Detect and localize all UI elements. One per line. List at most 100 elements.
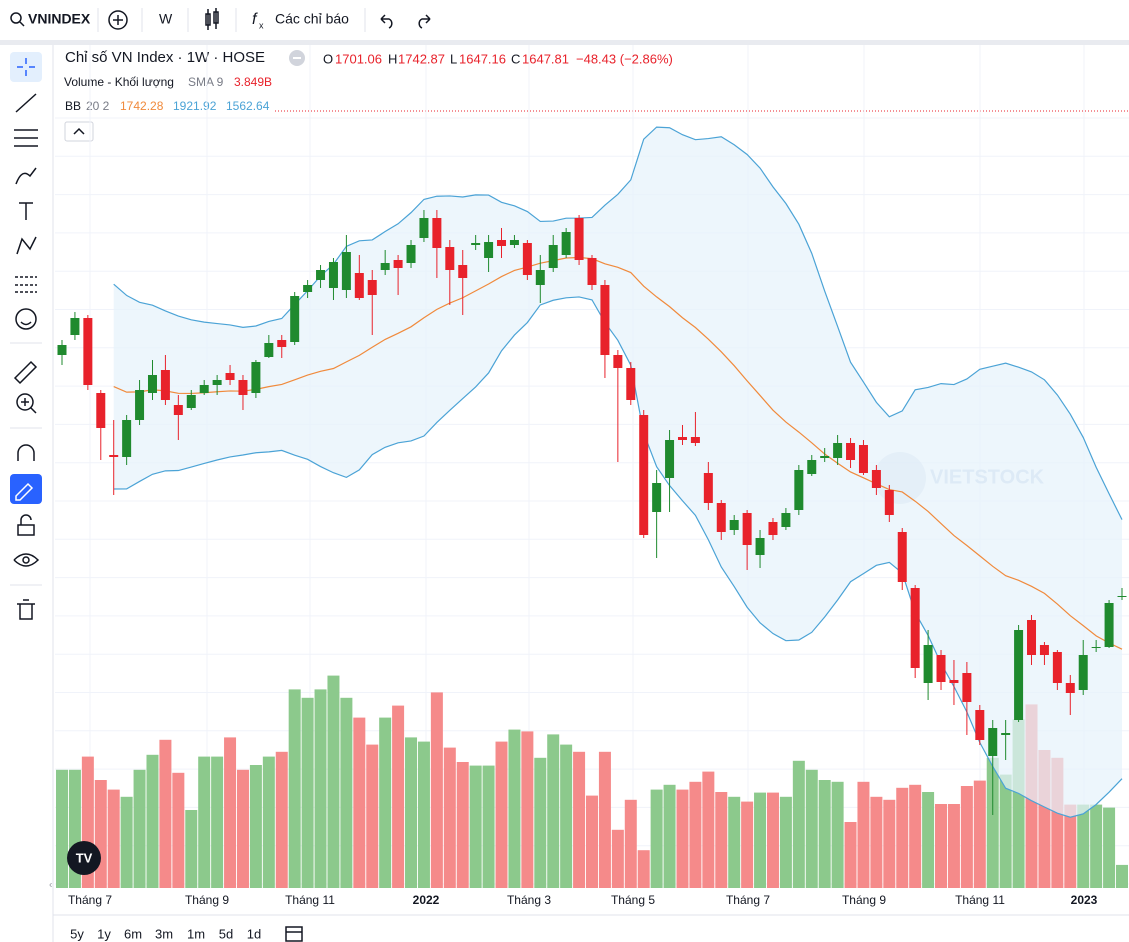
emoji-tool[interactable] <box>15 308 37 330</box>
candle-body <box>639 415 649 535</box>
volume-bar <box>999 774 1012 888</box>
trendline-tool[interactable] <box>15 93 37 113</box>
fx-icon[interactable]: f <box>252 11 258 28</box>
time-label: Tháng 7 <box>68 893 112 907</box>
candle-body <box>1091 647 1101 648</box>
volume-bar <box>301 697 314 888</box>
period-button[interactable]: 5y <box>70 926 84 941</box>
period-button[interactable]: 3m <box>155 926 173 941</box>
period-button[interactable]: 6m <box>124 926 142 941</box>
panel-toggle[interactable]: ‹ <box>49 880 52 891</box>
volume-bar <box>94 780 107 888</box>
tv-logo <box>67 841 101 875</box>
pattern-tool[interactable] <box>16 236 37 255</box>
volume-bar <box>120 796 133 888</box>
candle-body <box>70 318 80 335</box>
volume-bar <box>560 744 573 888</box>
volume-bar <box>379 717 392 888</box>
candle-body <box>225 373 235 380</box>
volume-bar <box>534 757 547 888</box>
volume-bar <box>973 780 986 888</box>
volume-bar <box>741 801 754 888</box>
period-button[interactable]: 1m <box>187 926 205 941</box>
candle-body <box>962 673 972 702</box>
candle-body <box>897 532 907 582</box>
visibility-tool[interactable] <box>13 553 40 567</box>
candle-body <box>316 270 326 280</box>
zoom-tool[interactable] <box>16 393 37 414</box>
candle-body <box>367 280 377 295</box>
time-label: Tháng 11 <box>285 893 335 907</box>
time-label: Tháng 9 <box>842 893 886 907</box>
volume-bar <box>663 784 676 888</box>
candle-body <box>1065 683 1075 693</box>
ohlc-label: O <box>323 51 333 66</box>
prediction-tool[interactable] <box>15 276 37 293</box>
volume-bar <box>133 769 146 888</box>
candle-body <box>328 262 338 288</box>
draw-mode-button[interactable] <box>10 474 42 504</box>
symbol[interactable]: VNINDEX <box>28 11 91 27</box>
volume-bar <box>702 771 715 888</box>
bollinger-upper <box>113 126 1123 520</box>
volume-bar <box>715 792 728 888</box>
candle-body <box>703 473 713 503</box>
candle-body <box>755 538 765 555</box>
time-label: 2022 <box>413 893 440 907</box>
period-button[interactable]: 5d <box>219 926 233 941</box>
delete-tool[interactable] <box>17 599 35 620</box>
volume-params: SMA 9 <box>188 75 224 89</box>
candle-body <box>768 522 778 535</box>
date-range-button[interactable] <box>285 926 303 942</box>
brush-tool[interactable] <box>15 167 37 185</box>
candle-body <box>406 245 416 263</box>
crosshair-tool[interactable] <box>17 58 35 76</box>
period-bar: 5y 1y 6m 3m 1m 5d 1d <box>70 926 261 941</box>
candle-body <box>122 420 132 457</box>
volume-bar <box>689 781 702 888</box>
volume-value: 3.849B <box>234 75 272 89</box>
volume-bar <box>430 692 443 888</box>
collapse-legend-button[interactable] <box>64 121 94 142</box>
candle-body <box>458 265 468 278</box>
volume-bar <box>249 765 262 888</box>
volume-bar <box>728 796 741 888</box>
lock-tool[interactable] <box>17 514 35 536</box>
candle-body <box>445 247 455 270</box>
candle-body <box>509 240 519 245</box>
indicators-button[interactable]: Các chỉ báo <box>275 11 349 27</box>
interval[interactable]: W <box>159 11 173 27</box>
fib-tool[interactable] <box>14 129 38 147</box>
text-tool[interactable] <box>19 202 33 220</box>
candle-body <box>587 258 597 285</box>
compare-button[interactable] <box>108 10 128 30</box>
symbol-search[interactable]: VNINDEX <box>10 11 91 27</box>
candle-body <box>781 513 791 527</box>
candle-body <box>57 345 67 355</box>
candle-body <box>871 470 881 488</box>
volume-bar <box>327 675 340 888</box>
volume-bar <box>1077 804 1090 888</box>
candle-body <box>910 588 920 668</box>
bb-lower-value: 1562.64 <box>226 99 270 113</box>
volume-bar <box>211 756 224 888</box>
volume-bar <box>288 689 301 888</box>
period-button[interactable]: 1d <box>247 926 261 941</box>
ruler-tool[interactable] <box>13 360 38 385</box>
volume-bar <box>1090 804 1103 888</box>
ohlc-value: 1647.16 <box>459 51 506 66</box>
undo-button[interactable] <box>380 14 393 29</box>
chart-type-button[interactable] <box>205 8 219 30</box>
candle-body <box>484 242 494 258</box>
candle-body <box>716 503 726 532</box>
candle-body <box>548 245 558 268</box>
period-button[interactable]: 1y <box>97 926 111 941</box>
volume-bar <box>792 760 805 888</box>
draw-mode-icon <box>15 482 34 501</box>
volume-bar <box>456 762 469 888</box>
ohlc-label: L <box>450 51 457 66</box>
magnet-tool[interactable] <box>17 444 35 461</box>
redo-button[interactable] <box>418 14 431 29</box>
candle-body <box>147 375 157 393</box>
